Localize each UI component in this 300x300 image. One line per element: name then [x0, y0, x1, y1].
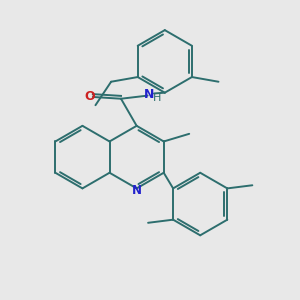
Text: N: N — [132, 184, 142, 197]
Text: H: H — [153, 94, 162, 103]
Text: O: O — [84, 91, 94, 103]
Text: N: N — [144, 88, 154, 101]
